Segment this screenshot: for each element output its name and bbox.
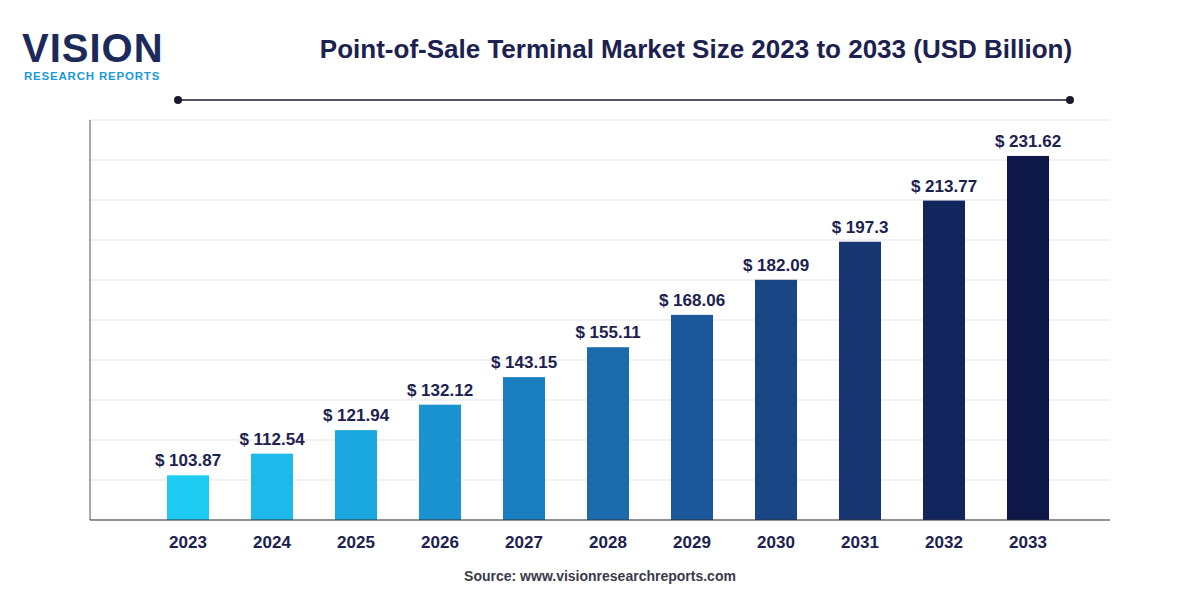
data-label: $ 121.94 [323, 406, 390, 425]
bar [335, 430, 377, 520]
data-label: $ 112.54 [239, 430, 305, 449]
data-label: $ 182.09 [743, 256, 809, 275]
x-tick-labels: 2023 2024 2025 2026 2027 2028 2029 2030 2031 2032… [169, 533, 1047, 552]
x-axis [90, 519, 1110, 520]
bar [167, 475, 209, 520]
x-tick-label: 2032 [925, 533, 963, 552]
x-tick-label: 2031 [841, 533, 879, 552]
bar [503, 377, 545, 520]
data-label: $ 213.77 [911, 177, 977, 196]
x-tick-label: 2030 [757, 533, 795, 552]
x-tick-label: 2025 [337, 533, 375, 552]
grid-line [90, 119, 1110, 120]
title: Point-of-Sale Terminal Market Size 2023 … [320, 34, 1072, 64]
source: Source: www.visionresearchreports.com [464, 568, 736, 584]
bar [839, 242, 881, 520]
data-label: $ 231.62 [995, 132, 1061, 151]
data-label: $ 143.15 [491, 353, 557, 372]
grid-line [90, 159, 1110, 160]
y-axis [90, 120, 91, 520]
background [0, 0, 1200, 600]
x-tick-label: 2024 [253, 533, 291, 552]
x-tick-label: 2033 [1009, 533, 1047, 552]
x-tick-label: 2029 [673, 533, 711, 552]
data-labels: $ 103.87 $ 112.54 $ 121.94 $ 132.12 $ 143.15… [155, 132, 1061, 470]
x-tick-label: 2027 [505, 533, 543, 552]
page: {"chart_data": { "type": "bar", "title":… [0, 0, 1200, 600]
bar [587, 347, 629, 520]
bar [419, 405, 461, 520]
logo-subtext: RESEARCH REPORTS [24, 70, 160, 82]
bars [167, 156, 1049, 520]
bar [755, 280, 797, 520]
title-rule-dot [174, 96, 182, 104]
data-label: $ 197.3 [832, 218, 889, 237]
bar [1007, 156, 1049, 520]
bar [923, 201, 965, 520]
bar [671, 315, 713, 520]
grid-line [90, 519, 1110, 520]
x-tick-label: 2026 [421, 533, 459, 552]
grid-line [90, 199, 1110, 200]
data-label: $ 155.11 [575, 323, 640, 342]
title-rule-dot [1066, 96, 1074, 104]
data-label: $ 132.12 [407, 381, 473, 400]
x-tick-label: 2028 [589, 533, 627, 552]
x-tick-label: 2023 [169, 533, 207, 552]
chart: VISIONRESEARCH REPORTS Point-of-Sale Term… [0, 0, 1200, 600]
grid [90, 120, 1110, 520]
data-label: $ 168.06 [659, 291, 725, 310]
title-rule [178, 99, 1070, 101]
logo-text: VISION [22, 26, 164, 70]
bar [251, 454, 293, 520]
data-label: $ 103.87 [155, 451, 221, 470]
